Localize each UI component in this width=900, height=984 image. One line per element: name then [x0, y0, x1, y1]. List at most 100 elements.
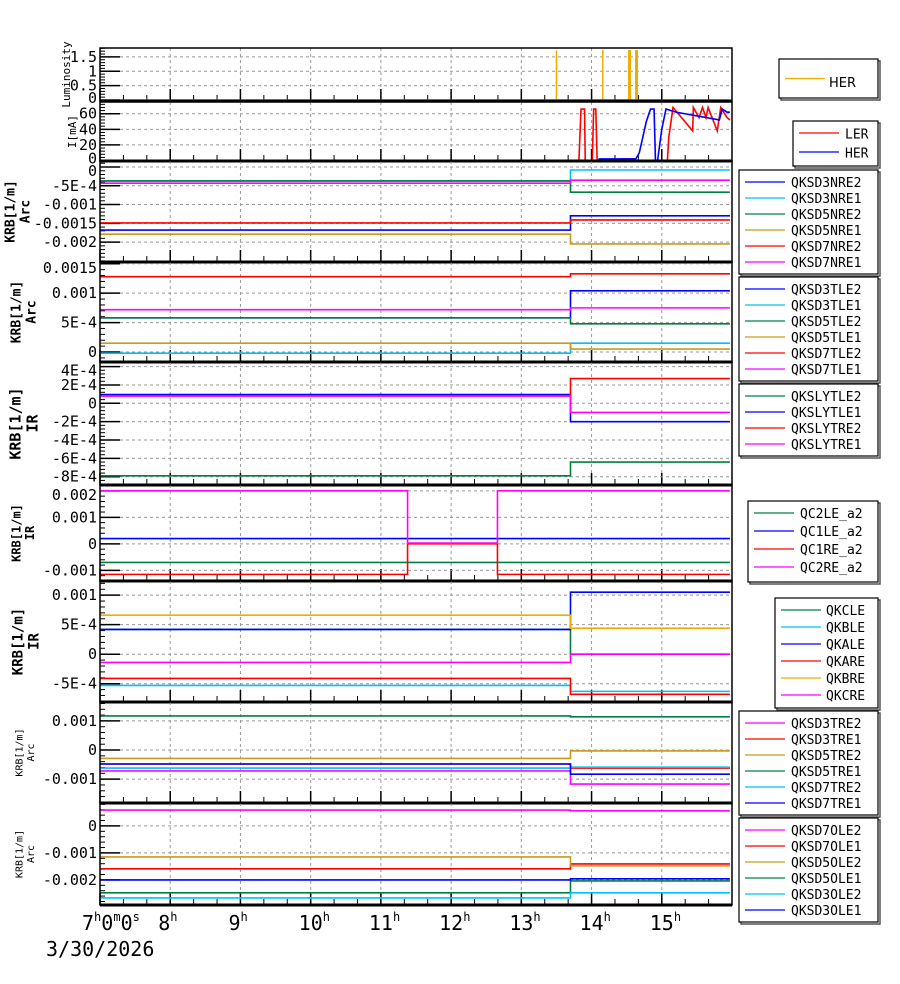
x-tick-label: 10h [299, 910, 330, 935]
legend-label: QKSD7TLE2 [791, 347, 861, 362]
y-axis-label: Arc [26, 743, 37, 761]
y-tick-label: -6E-4 [52, 449, 97, 467]
legend-label: HER [845, 146, 869, 161]
legend-item: QKSD3OLE2 [745, 888, 861, 903]
y-tick-label: 0.002 [52, 486, 97, 504]
y-axis-label: KRB[1/m] [14, 728, 25, 776]
legend-label: QKSD5OLE1 [791, 872, 861, 887]
legend-panel-6: QKCLE QKBLE QKALE QKARE QKBRE QKCRE [774, 597, 881, 711]
series-qksd5tle1 [100, 342, 730, 350]
y-tick-label: -4E-4 [52, 431, 97, 449]
legend-item: QKSD3NRE2 [745, 176, 861, 191]
legend-item: QC2LE_a2 [754, 507, 863, 522]
legend-label: QKSD3OLE2 [791, 888, 861, 903]
series-qksd5tre1 [100, 715, 730, 718]
legend-label: QKSD7OLE2 [791, 824, 861, 839]
series-qkble [100, 684, 730, 693]
y-tick-label: -0.001 [43, 770, 97, 788]
y-axis-label: IR [26, 633, 42, 650]
legend-box [738, 169, 879, 275]
legend-item: QKARE [781, 655, 865, 670]
x-tick-unit: h [463, 910, 470, 924]
legend-label: QKSD7TRE1 [791, 797, 861, 812]
x-tick-number: 0 [121, 911, 133, 935]
series-qksd5tle2 [100, 317, 730, 325]
series-qksd5ole1 [100, 880, 730, 894]
series-qc2re-a2 [100, 490, 730, 544]
y-axis-label: IR [24, 414, 42, 433]
legends: HER LER HER QKSD3NRE2QKSD3NRE1QKSD5NRE2QKSD… [738, 58, 881, 925]
legend-label: LER [845, 127, 869, 142]
y-tick-label: 1.5 [70, 48, 97, 66]
y-axis-label: KRB[1/m] [6, 387, 24, 459]
panel-5: 0.002 0.001 0 -0.001 KRB[1/m] IR [9, 484, 733, 583]
x-tick-unit: h [604, 910, 611, 924]
legend-label: QKALE [826, 638, 865, 653]
y-tick-label: 20 [79, 136, 97, 154]
y-tick-label: 40 [79, 120, 97, 138]
legend-item: QKSD7OLE1 [745, 840, 861, 855]
y-tick-label: 0.001 [52, 508, 97, 526]
y-tick-label: 0 [88, 162, 97, 180]
panel-2: 0-5E-4-0.001-0.0015-0.002 KRB[1/m] Arc [3, 160, 733, 264]
legend-label: QKSLYTRE2 [791, 422, 861, 437]
x-axis-labels: 7h0m0s 8h 9h 10h 11h 12h 13h 14h 15h [82, 910, 681, 935]
x-tick-unit: h [533, 910, 540, 924]
y-axis-label: Luminosity [60, 41, 73, 108]
legend-label: QKSD3OLE1 [791, 904, 861, 919]
legend-item: QKSD5TLE1 [745, 331, 861, 346]
legend-label: QKSD7NRE1 [791, 256, 861, 271]
x-tick-number: 13 [509, 911, 533, 935]
legend-item: QC1RE_a2 [754, 543, 863, 558]
date-label: 3/30/2026 [46, 937, 154, 961]
series-qksd7tre2 [100, 766, 730, 769]
series-qksd3tre2 [100, 770, 730, 785]
y-tick-label: 5E-4 [61, 314, 97, 332]
x-tick-label: 15h [650, 910, 681, 935]
series-qksd7nre1 [100, 179, 730, 184]
legend-label: QKCLE [826, 604, 865, 619]
panel-7: 0.001 0 -0.001 KRB[1/m] Arc [14, 701, 733, 805]
legend-item: QKSD5OLE1 [745, 872, 861, 887]
y-tick-label: 0 [88, 535, 97, 553]
legend-item: HER [785, 76, 856, 91]
legend-label: QKSD5NRE2 [791, 208, 861, 223]
y-tick-label: -0.001 [43, 844, 97, 862]
legend-panel-2: QKSD3NRE2QKSD3NRE1QKSD5NRE2QKSD5NRE1QKSD… [738, 169, 881, 277]
legend-label: QKSLYTLE1 [791, 406, 861, 421]
y-tick-label: 0.0015 [43, 259, 97, 277]
x-tick-unit: s [133, 910, 140, 924]
legend-box [792, 120, 879, 167]
legend-item: QKSD5NRE2 [745, 208, 861, 223]
x-tick-label: 9h [228, 910, 247, 935]
legend-item: QKSD3TRE2 [745, 717, 861, 732]
y-tick-label: 60 [79, 105, 97, 123]
series-qksd7tle1 [100, 307, 730, 311]
x-tick-number: 15 [650, 911, 674, 935]
y-axis-label: KRB[1/m] [3, 180, 18, 243]
series-qksd5tre2 [100, 750, 730, 760]
series-qkcre [100, 653, 730, 664]
legend-label: QKSLYTLE2 [791, 390, 861, 405]
legend-label: QKSD3NRE2 [791, 176, 861, 191]
legend-label: QKSD3TRE1 [791, 733, 861, 748]
y-tick-label: 0.001 [52, 586, 97, 604]
legend-item: LER [799, 127, 869, 142]
series-qksd3nre1 [100, 169, 730, 182]
legend-panel-8: QKSD7OLE2QKSD7OLE1QKSD5OLE2QKSD5OLE1QKSD… [738, 817, 881, 925]
panel-3: 0 5E-4 0.001 0.0015 KRB[1/m] Arc [9, 259, 733, 364]
y-tick-label: -0.002 [43, 871, 97, 889]
series-qksd3ole1 [100, 878, 730, 881]
y-tick-label: 0 [88, 394, 97, 412]
series-qkale [100, 591, 730, 631]
legend-label: QKCRE [826, 689, 865, 704]
legend-item: QKCLE [781, 604, 865, 619]
legend-label: QKBRE [826, 672, 865, 687]
x-tick-label: 12h [439, 910, 470, 935]
y-tick-label: 0.001 [52, 712, 97, 730]
y-tick-label: -8E-4 [52, 468, 97, 486]
legend-label: QKSD7TLE1 [791, 363, 861, 378]
y-tick-label: -0.001 [43, 196, 97, 214]
